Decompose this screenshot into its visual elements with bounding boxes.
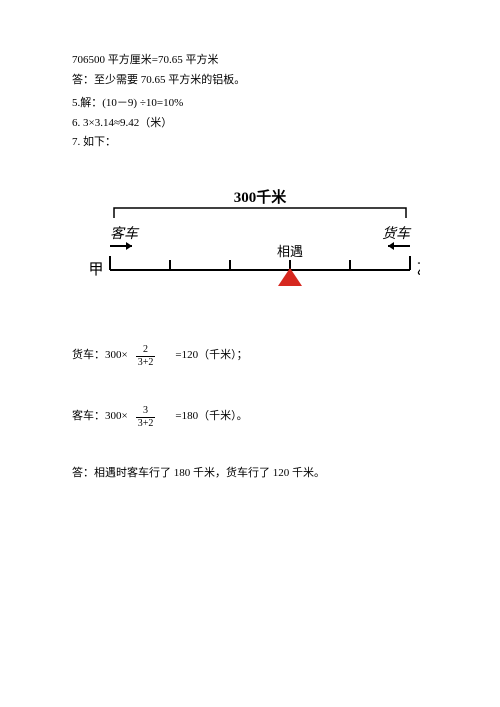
equation-bus: 客车：300× 3 3+2 =180（千米）。 [72,406,440,429]
svg-text:甲: 甲 [88,262,103,278]
final-answer: 答：相遇时客车行了 180 千米，货车行了 120 千米。 [72,465,440,483]
eq1-denominator: 3+2 [136,356,156,368]
svg-text:相遇: 相遇 [277,244,303,259]
fraction-1: 2 3+2 [136,345,156,368]
eq1-prefix: 货车：300× [72,347,128,365]
svg-text:乙: 乙 [416,262,420,278]
eq1-suffix: =120（千米）； [175,347,247,365]
equation-truck: 货车：300× 2 3+2 =120（千米）； [72,345,440,368]
eq2-suffix: =180（千米）。 [175,408,247,426]
fraction-2: 3 3+2 [136,406,156,429]
eq2-prefix: 客车：300× [72,408,128,426]
text-line-1: 706500 平方厘米=70.65 平方米 [72,52,440,70]
text-line-3: 5.解：(10－9) ÷10=10% [72,95,440,113]
diagram-svg: 300千米客车 货车相遇甲 乙 [80,180,420,300]
svg-text:货车: 货车 [382,226,412,242]
text-line-4: 6. 3×3.14≈9.42（米） [72,115,440,133]
text-line-5: 7. 如下： [72,134,440,152]
svg-text:客车: 客车 [110,226,140,242]
svg-text:300千米: 300千米 [234,188,288,206]
number-line-diagram: 300千米客车 货车相遇甲 乙 [72,180,440,307]
eq2-numerator: 3 [141,406,150,417]
eq2-denominator: 3+2 [136,417,156,429]
text-line-2: 答：至少需要 70.65 平方米的铝板。 [72,72,440,90]
eq1-numerator: 2 [141,345,150,356]
